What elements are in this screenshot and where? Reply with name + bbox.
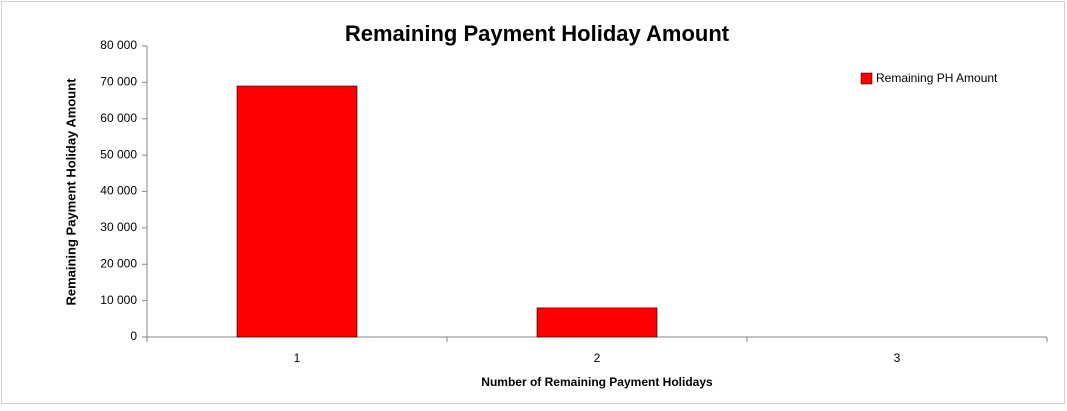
x-tick-label: 2	[594, 351, 601, 365]
x-axis-label: Number of Remaining Payment Holidays	[481, 375, 713, 389]
y-tick-label: 40 000	[100, 184, 137, 198]
y-tick-label: 0	[130, 329, 137, 343]
y-tick-label: 60 000	[100, 111, 137, 125]
y-axis-label: Remaining Payment Holiday Amount	[63, 78, 78, 306]
chart-title: Remaining Payment Holiday Amount	[345, 21, 730, 46]
y-tick-label: 10 000	[100, 293, 137, 307]
y-tick-label: 50 000	[100, 147, 137, 161]
x-tick-label: 1	[294, 351, 301, 365]
bar	[236, 85, 358, 338]
y-tick-label: 80 000	[100, 38, 137, 52]
x-tick-label: 3	[894, 351, 901, 365]
y-tick-label: 20 000	[100, 256, 137, 270]
bar	[536, 307, 658, 338]
legend-label: Remaining PH Amount	[876, 71, 998, 85]
y-tick-label: 70 000	[100, 75, 137, 89]
y-tick-label: 30 000	[100, 220, 137, 234]
chart-border	[1, 1, 1065, 404]
legend-swatch	[860, 72, 873, 85]
